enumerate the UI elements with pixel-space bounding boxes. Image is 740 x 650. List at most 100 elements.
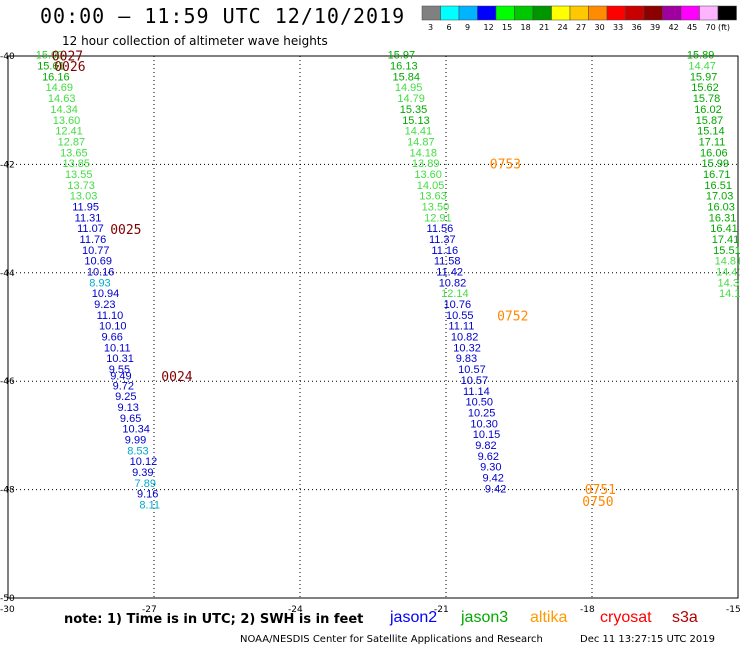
swh-value-label: 10.12: [130, 456, 158, 468]
swh-value-label: 9.72: [113, 380, 134, 392]
swh-value-label: 14.47: [688, 61, 716, 73]
colorbar-swatch: [458, 5, 478, 21]
colorbar-swatch: [440, 5, 460, 21]
legend-s3a: s3a: [672, 609, 698, 626]
swh-value-label: 10.16: [87, 267, 115, 279]
swh-value-label: 16.31: [709, 212, 737, 224]
swh-value-label: 8.93: [89, 277, 110, 289]
swh-value-label: 9.62: [478, 451, 499, 463]
swh-value-label: 13.73: [67, 180, 95, 192]
colorbar-swatch: [717, 5, 737, 21]
swh-value-label: 15.84: [392, 71, 420, 83]
swh-value-label: 16.51: [704, 180, 732, 192]
x-tick-label: -21: [434, 605, 449, 615]
y-tick-label: -40: [0, 52, 15, 62]
swh-value-label: 10.31: [106, 353, 134, 365]
swh-value-label: 13.50: [422, 201, 450, 213]
swh-value-label: 10.82: [451, 332, 479, 344]
swh-value-label: 13.60: [414, 169, 442, 181]
colorbar-label: 15: [502, 23, 512, 32]
swh-value-label: 10.94: [92, 288, 120, 300]
swh-value-label: 10.34: [122, 424, 150, 436]
swh-value-label: 11.58: [434, 256, 461, 268]
colorbar-swatch: [643, 5, 663, 21]
swh-value-label: 17.41: [712, 234, 740, 246]
swh-value-label: 16.71: [703, 169, 731, 181]
swh-value-label: 12.87: [58, 136, 86, 148]
swh-value-label: 9.49: [110, 371, 131, 383]
swh-value-label: 15.97: [690, 71, 718, 83]
swh-value-label: 8.11: [139, 500, 160, 512]
swh-value-label: 9.42: [485, 483, 506, 495]
swh-value-label: 10.76: [444, 299, 472, 311]
swh-value-label: 14.18: [410, 147, 438, 159]
swh-value-label: 11.95: [72, 201, 99, 213]
swh-value-label: 16.03: [707, 201, 735, 213]
swh-value-label: 15.51: [713, 245, 740, 257]
colorbar-label: 27: [576, 23, 586, 32]
time-label: 0027: [52, 49, 83, 64]
x-tick-label: -27: [142, 605, 157, 615]
swh-value-label: 9.13: [118, 402, 139, 414]
time-label: 0024: [161, 370, 192, 385]
swh-value-label: 10.82: [439, 277, 467, 289]
colorbar-swatch: [551, 5, 571, 21]
colorbar-swatch: [477, 5, 497, 21]
colorbar-label: 21: [539, 23, 549, 32]
swh-value-label: 16.41: [710, 223, 738, 235]
page-title: 00:00 – 11:59 UTC 12/10/2019: [40, 4, 406, 28]
swh-value-label: 9.66: [101, 332, 122, 344]
swh-value-label: 15.99: [702, 158, 730, 170]
swh-value-label: 10.57: [458, 364, 486, 376]
time-label: 0752: [497, 309, 528, 324]
swh-value-label: 7.89: [135, 478, 156, 490]
swh-value-label: 14.81: [715, 256, 740, 268]
swh-value-label: 10.30: [470, 418, 498, 430]
swh-value-label: 17.11: [699, 136, 726, 148]
colorbar-swatch: [532, 5, 552, 21]
colorbar-label: 18: [521, 23, 531, 32]
colorbar-swatch: [625, 5, 645, 21]
swh-value-label: 9.39: [132, 467, 153, 479]
swh-value-label: 14.31: [718, 277, 740, 289]
credit-text: NOAA/NESDIS Center for Satellite Applica…: [240, 634, 543, 645]
swh-value-label: 14.41: [405, 126, 433, 138]
page-subtitle: 12 hour collection of altimeter wave hei…: [62, 34, 328, 48]
swh-value-label: 10.57: [461, 375, 489, 387]
x-tick-label: -24: [288, 605, 303, 615]
y-tick-label: -42: [0, 160, 15, 170]
y-tick-label: -50: [0, 594, 15, 604]
x-tick-label: -15: [726, 605, 740, 615]
colorbar-swatch: [699, 5, 719, 21]
swh-value-label: 14.11: [719, 288, 740, 300]
swh-value-label: 16.02: [694, 104, 722, 116]
swh-value-label: 13.85: [63, 158, 91, 170]
swh-value-label: 12.14: [441, 288, 469, 300]
colorbar-label: 3: [428, 23, 433, 32]
legend-cryosat: cryosat: [600, 609, 652, 626]
swh-value-label: 11.76: [80, 234, 107, 246]
swh-value-label: 10.69: [84, 256, 112, 268]
swh-value-label: 9.16: [137, 489, 158, 501]
swh-value-label: 15.89: [687, 50, 715, 62]
colorbar-swatch: [588, 5, 608, 21]
swh-value-label: 9.23: [94, 299, 115, 311]
time-label: 0026: [54, 60, 85, 75]
swh-value-label: 15.14: [697, 126, 725, 138]
swh-value-label: 16.06: [700, 147, 728, 159]
swh-value-label: 13.03: [70, 191, 98, 203]
colorbar-label: 33: [613, 23, 623, 32]
colorbar-swatch: [606, 5, 626, 21]
swh-value-label: 14.41: [716, 267, 740, 279]
colorbar-swatch: [569, 5, 589, 21]
colorbar-swatch: [514, 5, 534, 21]
colorbar-swatch: [662, 5, 682, 21]
swh-value-label: 10.11: [104, 342, 131, 354]
swh-value-label: 14.95: [395, 82, 423, 94]
y-tick-label: -46: [0, 377, 15, 387]
swh-value-label: 9.82: [475, 440, 496, 452]
swh-value-label: 9.99: [125, 435, 146, 447]
swh-value-label: 14.34: [50, 104, 78, 116]
colorbar-label: 39: [650, 23, 660, 32]
